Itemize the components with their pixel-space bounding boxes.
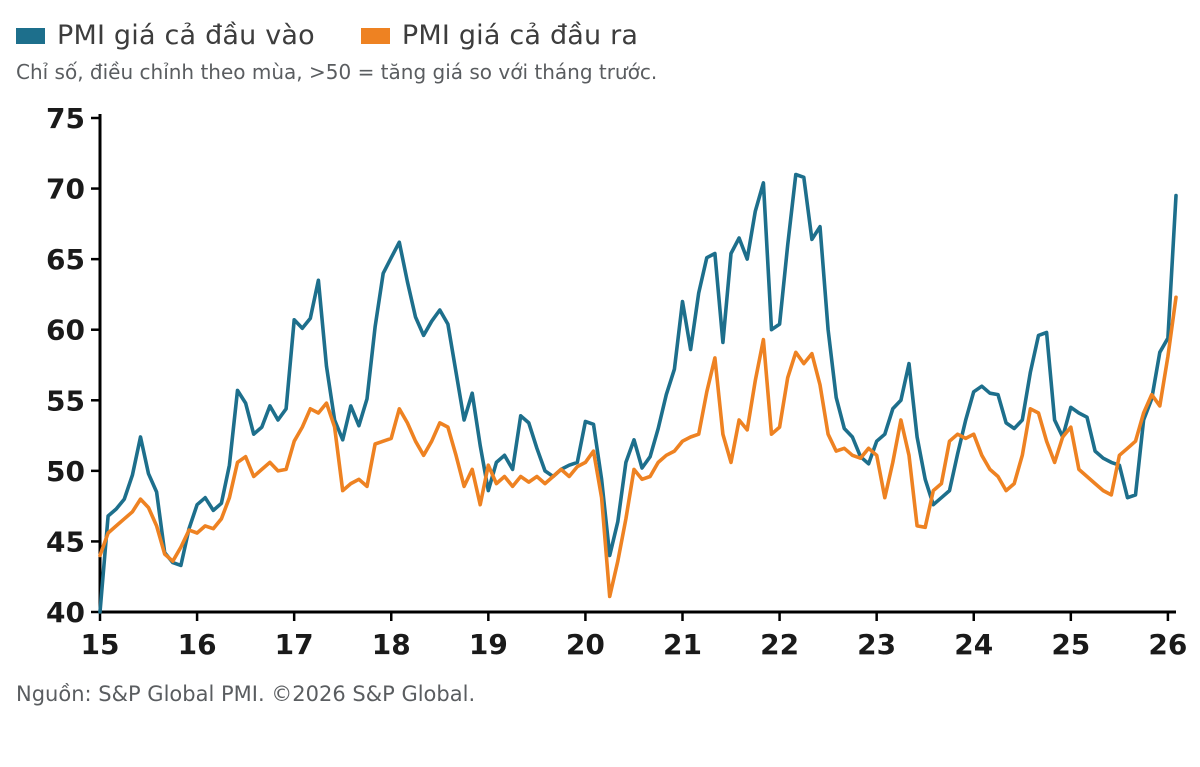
svg-text:60: 60 <box>46 314 85 347</box>
svg-text:50: 50 <box>46 455 85 488</box>
svg-text:24: 24 <box>954 628 993 656</box>
svg-text:25: 25 <box>1051 628 1090 656</box>
svg-text:18: 18 <box>372 628 411 656</box>
svg-text:20: 20 <box>566 628 605 656</box>
output-prices-swatch-icon <box>360 27 390 44</box>
pmi-line-chart: 40 45 50 55 60 65 70 75 15 16 17 18 19 20 21 22 23 24 25 26 <box>46 102 1187 656</box>
svg-text:65: 65 <box>46 243 85 276</box>
chart-page: PMI giá cả đầu vào PMI giá cả đầu ra Chỉ… <box>16 20 1200 706</box>
svg-text:17: 17 <box>275 628 314 656</box>
input-prices-swatch-icon <box>16 27 45 44</box>
svg-text:23: 23 <box>857 628 896 656</box>
svg-text:70: 70 <box>46 173 85 206</box>
legend-label-input-prices: PMI giá cả đầu vào <box>57 20 315 51</box>
chart-subtitle: Chỉ số, điều chỉnh theo mùa, >50 = tăng … <box>16 60 658 84</box>
legend-item-input-prices: PMI giá cả đầu vào <box>16 20 315 51</box>
legend-label-output-prices: PMI giá cả đầu ra <box>401 20 639 51</box>
svg-text:21: 21 <box>663 628 702 656</box>
svg-text:26: 26 <box>1148 628 1187 656</box>
svg-text:16: 16 <box>178 628 217 656</box>
svg-text:19: 19 <box>469 628 508 656</box>
svg-text:40: 40 <box>46 596 85 629</box>
svg-text:45: 45 <box>46 525 85 558</box>
svg-text:15: 15 <box>81 628 120 656</box>
legend: PMI giá cả đầu vào PMI giá cả đầu ra <box>16 20 1200 51</box>
legend-item-output-prices: PMI giá cả đầu ra <box>360 20 639 51</box>
source-note: Nguồn: S&P Global PMI. ©2026 S&P Global. <box>16 682 476 706</box>
svg-text:55: 55 <box>46 384 85 417</box>
svg-text:22: 22 <box>760 628 799 656</box>
svg-text:75: 75 <box>46 102 85 135</box>
